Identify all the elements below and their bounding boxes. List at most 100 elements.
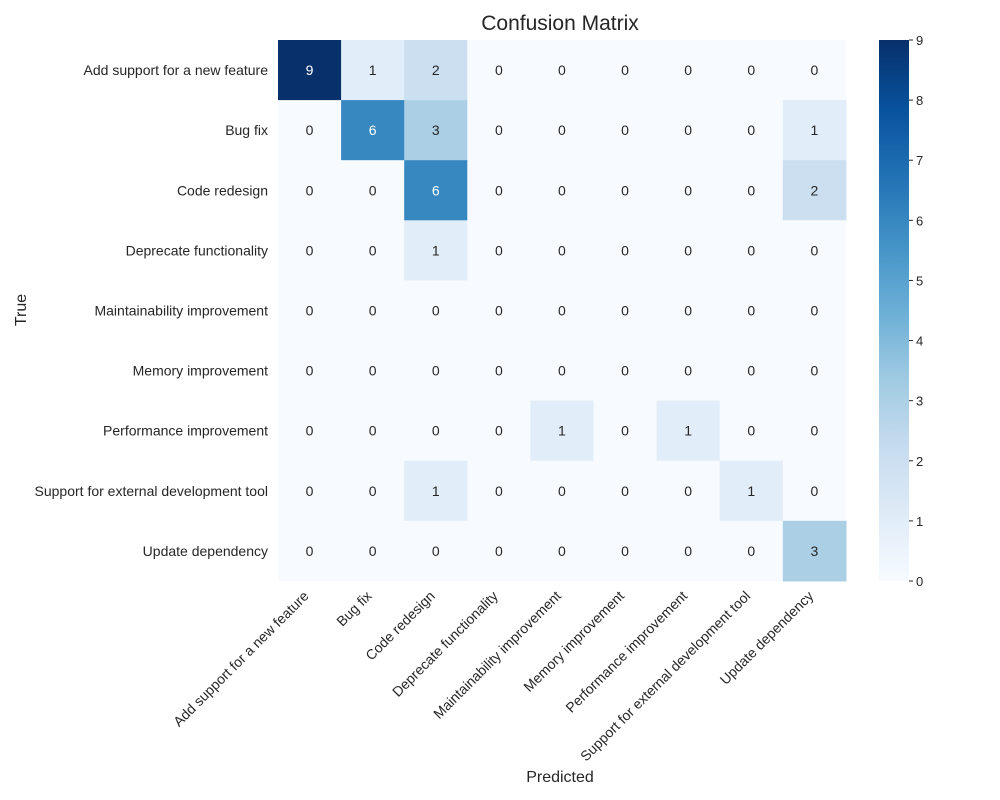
heatmap-cell [593,460,658,522]
heatmap-cell [593,280,658,342]
heatmap-cell [530,280,595,342]
cell-value-label: 0 [369,182,377,198]
cell-value-label: 0 [369,242,377,258]
cell-value-label: 0 [369,543,377,559]
heatmap-cell [593,340,658,402]
colorbar [879,40,909,581]
cell-value-label: 0 [621,182,629,198]
cell-value-label: 1 [432,483,440,499]
heatmap-cell [656,100,721,161]
heatmap-cell [278,40,342,101]
colorbar-tick-label: 4 [916,334,923,349]
heatmap-cell [467,220,531,281]
heatmap-cell [593,160,658,221]
cell-value-label: 0 [810,62,818,78]
heatmap-cell [341,100,405,161]
colorbar-tick-label: 7 [916,153,923,168]
cell-value-label: 1 [810,122,818,138]
x-tick-label: Performance improvement [562,588,690,716]
cell-value-label: 0 [306,122,314,138]
y-tick-label: Memory improvement [133,363,268,379]
heatmap-cell [656,460,721,522]
cell-value-label: 0 [621,423,629,439]
cell-value-label: 0 [684,242,692,258]
heatmap-cell [278,220,342,281]
colorbar-tick-label: 0 [916,574,923,589]
heatmap-cell [719,280,784,342]
cell-value-label: 3 [432,122,440,138]
y-tick-label: Deprecate functionality [126,242,268,258]
heatmap-cell [467,400,531,462]
cell-value-label: 0 [306,543,314,559]
heatmap-cell [530,100,595,161]
cell-value-label: 0 [747,423,755,439]
y-tick-label: Bug fix [225,122,268,138]
cell-value-label: 0 [306,242,314,258]
heatmap-cells: 9 1 2 0 0 0 0 0 0 0 6 3 0 0 0 0 0 1 0 0 6 0 0 0 0 0 2 0 0 1 0 0 0 0 0 0 0 0 0 0… [278,40,847,582]
cell-value-label: 0 [747,182,755,198]
cell-value-label: 0 [684,182,692,198]
heatmap-cell [656,520,721,582]
cell-value-label: 0 [684,543,692,559]
x-tick-label: Bug fix [333,588,375,630]
y-axis-label: True [13,294,30,326]
heatmap-cell [719,220,784,281]
heatmap-cell [719,520,784,582]
cell-value-label: 0 [810,242,818,258]
heatmap-cell [404,160,468,221]
cell-value-label: 0 [684,483,692,499]
cell-value-label: 0 [621,302,629,318]
x-tick-labels: Add support for a new feature Bug fixCode… [170,588,817,765]
cell-value-label: 0 [369,423,377,439]
cell-value-label: 0 [747,543,755,559]
cell-value-label: 0 [432,302,440,318]
heatmap-cell [404,340,468,402]
y-tick-label: Code redesign [177,182,268,198]
cell-value-label: 0 [369,363,377,379]
colorbar-tick-label: 9 [916,33,923,48]
heatmap-cell [341,280,405,342]
heatmap-cell [530,160,595,221]
colorbar-tick-label: 3 [916,394,923,409]
heatmap-cell [341,400,405,462]
cell-value-label: 2 [810,182,818,198]
heatmap-cell [719,40,784,101]
heatmap-cell [782,100,847,161]
cell-value-label: 3 [810,543,818,559]
heatmap-cell [593,100,658,161]
heatmap-cell [782,460,847,522]
cell-value-label: 0 [684,302,692,318]
cell-value-label: 0 [558,242,566,258]
y-tick-label: Performance improvement [103,423,268,439]
cell-value-label: 0 [810,302,818,318]
cell-value-label: 0 [621,543,629,559]
heatmap-cell [782,40,847,101]
heatmap-cell [530,220,595,281]
x-tick-label: Add support for a new feature [170,588,312,730]
cell-value-label: 0 [621,483,629,499]
heatmap-cell [341,460,405,522]
heatmap-cell [782,280,847,342]
colorbar-tick-label: 5 [916,273,923,288]
heatmap-cell [782,220,847,281]
cell-value-label: 0 [306,423,314,439]
cell-value-label: 0 [495,483,503,499]
heatmap-cell [404,460,468,522]
heatmap-cell [404,40,468,101]
cell-value-label: 0 [747,62,755,78]
heatmap-cell [341,160,405,221]
cell-value-label: 0 [558,302,566,318]
cell-value-label: 0 [495,363,503,379]
heatmap-cell [341,40,405,101]
cell-value-label: 0 [747,363,755,379]
cell-value-label: 0 [558,122,566,138]
heatmap-cell [467,280,531,342]
colorbar-tick-label: 8 [916,93,923,108]
heatmap-cell [341,520,405,582]
cell-value-label: 0 [432,543,440,559]
heatmap-cell [593,520,658,582]
cell-value-label: 0 [810,483,818,499]
cell-value-label: 2 [432,62,440,78]
cell-value-label: 0 [432,423,440,439]
x-axis-label: Predicted [526,769,594,786]
